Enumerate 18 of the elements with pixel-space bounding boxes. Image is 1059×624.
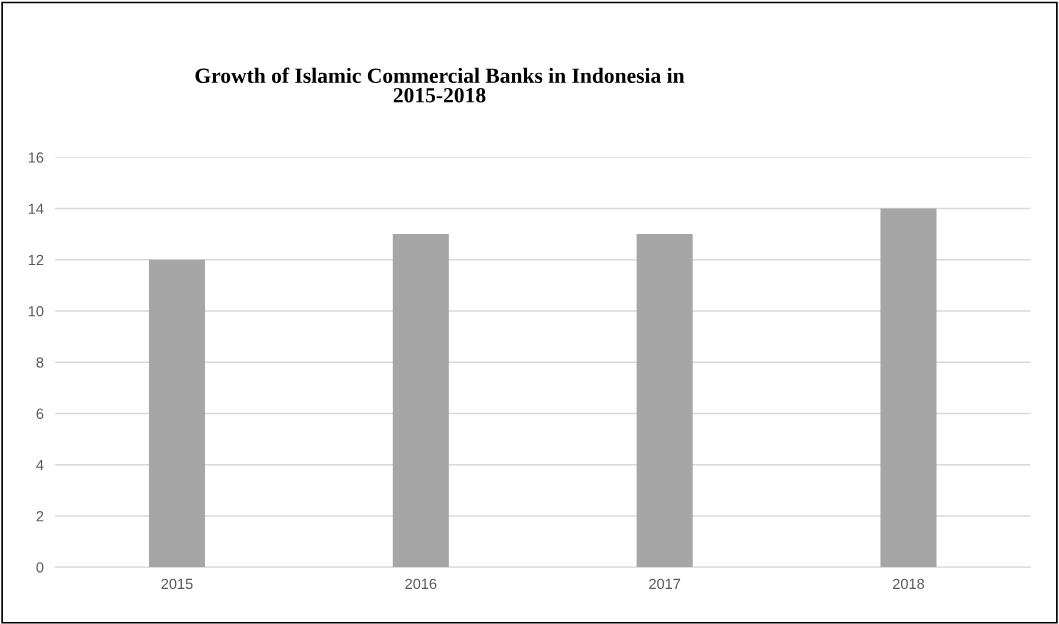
y-tick-label: 10 [28,306,44,317]
x-tick-label: 2016 [405,578,437,590]
x-tick-label: 2015 [161,578,193,590]
y-tick-label: 4 [36,459,44,471]
y-tick-label: 2 [36,511,44,522]
y-tick-label: 6 [36,408,44,419]
y-tick-label: 12 [28,254,44,266]
y-tick-label: 14 [28,203,44,214]
x-tick-label: 2018 [893,578,925,590]
bar [148,259,206,568]
bar [636,234,693,568]
x-tick-label: 2017 [649,578,681,590]
y-tick-label: 0 [36,562,44,573]
y-tick-label: 16 [28,152,44,163]
bar [880,208,937,568]
chart-title: Growth of Islamic Commercial Banks in Indonesia in 2015-2018 [195,67,685,103]
bar [392,234,449,568]
y-tick-label: 8 [36,357,44,368]
